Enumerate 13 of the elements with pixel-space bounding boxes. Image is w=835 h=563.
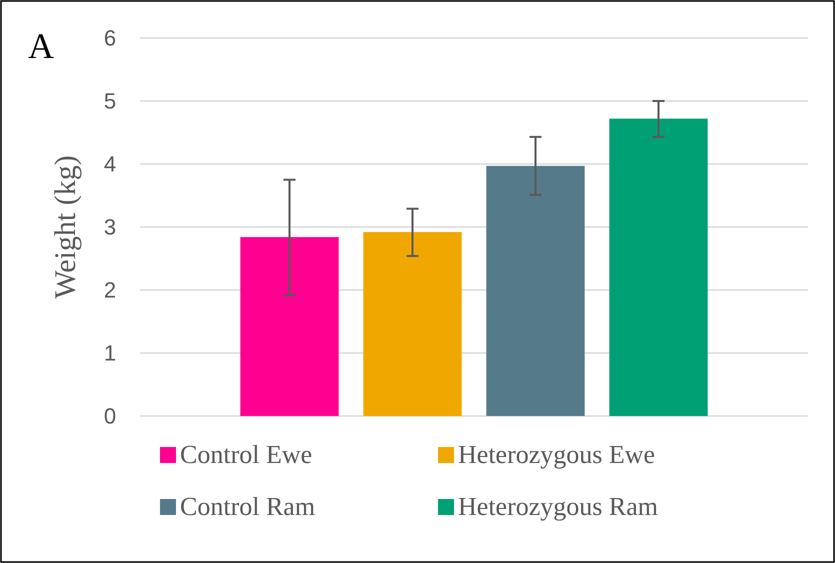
y-tick-label: 6 (104, 26, 116, 51)
y-axis-title: Weight (kg) (49, 155, 82, 299)
legend-label: Heterozygous Ram (458, 492, 658, 521)
y-tick-label: 1 (104, 340, 116, 366)
y-tick-label: 2 (104, 278, 116, 303)
y-tick-label: 0 (104, 404, 116, 429)
y-tick-label: 5 (104, 88, 116, 114)
y-tick-label: 3 (104, 214, 116, 240)
legend-label: Heterozygous Ewe (458, 440, 656, 469)
y-tick-label: 4 (104, 152, 116, 177)
text: A (28, 26, 54, 66)
legend-label: Control Ram (180, 492, 316, 521)
legend-label: Control Ewe (180, 440, 312, 469)
